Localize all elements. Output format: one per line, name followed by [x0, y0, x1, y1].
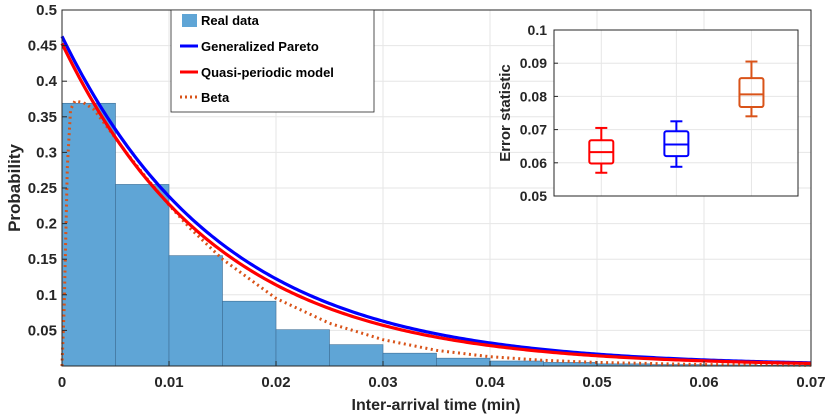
legend: Real data Generalized Pareto Quasi-perio…	[170, 9, 375, 113]
main-y-tick-label: 0.25	[28, 180, 57, 197]
box-beta	[738, 60, 765, 118]
legend-entry-quasi-periodic: Quasi-periodic model	[180, 65, 334, 80]
main-y-tick-label: 0.3	[36, 144, 57, 161]
inset-y-tick-label: 0.08	[520, 88, 547, 104]
histogram-bars	[61, 102, 812, 367]
legend-box	[170, 9, 375, 113]
main-x-tick-label: 0.05	[582, 374, 611, 391]
legend-label-real-data: Real data	[201, 13, 260, 28]
legend-swatch-real-data	[182, 14, 197, 27]
inset-boxplot: 0.05 0.06 0.07 0.08 0.09 0.1 Error statistic	[497, 22, 799, 204]
inset-axes-box	[553, 29, 799, 197]
main-y-tick-label: 0.15	[28, 251, 57, 268]
box-generalized-pareto	[663, 120, 690, 168]
main-y-tick-label: 0.5	[36, 2, 57, 19]
main-y-tick-label: 0.1	[36, 287, 57, 304]
main-y-ticks: 0.05 0.1 0.15 0.2 0.25 0.3 0.35 0.4 0.45 0.5	[28, 2, 67, 339]
main-y-tick-label: 0.2	[36, 216, 57, 233]
histogram-bar	[543, 362, 598, 367]
inset-y-axis-label: Error statistic	[497, 64, 514, 162]
inset-boxes	[588, 60, 765, 174]
legend-label-generalized-pareto: Generalized Pareto	[201, 39, 319, 54]
histogram-bar	[275, 329, 330, 367]
main-x-tick-label: 0	[58, 374, 66, 391]
fit-lines	[60, 35, 812, 367]
histogram-bar	[382, 352, 437, 367]
main-x-tick-label: 0.02	[261, 374, 290, 391]
main-x-tick-label: 0.06	[689, 374, 718, 391]
histogram-bar	[489, 360, 544, 367]
inset-y-tick-label: 0.07	[520, 122, 547, 138]
x-axis-label: Inter-arrival time (min)	[352, 397, 521, 414]
histogram-bar	[329, 344, 384, 367]
main-x-ticks: 0 0.01 0.02 0.03 0.04 0.05 0.06 0.07	[58, 361, 826, 391]
legend-entry-beta: Beta	[180, 90, 230, 105]
y-axis-label: Probability	[5, 144, 24, 232]
legend-entry-real-data: Real data	[182, 13, 260, 28]
main-y-tick-label: 0.45	[28, 38, 57, 55]
main-y-tick-label: 0.05	[28, 322, 57, 339]
box-quasi-periodic-model	[588, 126, 615, 174]
main-y-tick-label: 0.4	[36, 73, 58, 90]
inset-y-tick-label: 0.1	[528, 22, 548, 38]
histogram-bar	[222, 300, 277, 367]
legend-entry-generalized-pareto: Generalized Pareto	[180, 39, 319, 54]
main-x-tick-label: 0.04	[475, 374, 505, 391]
main-y-tick-label: 0.35	[28, 109, 57, 126]
inset-y-tick-label: 0.06	[520, 155, 547, 171]
box-iqr	[738, 77, 765, 109]
inset-y-tick-label: 0.05	[520, 188, 547, 204]
legend-label-beta: Beta	[201, 90, 230, 105]
main-x-tick-label: 0.03	[368, 374, 397, 391]
legend-label-quasi-periodic: Quasi-periodic model	[201, 65, 334, 80]
inset-y-tick-label: 0.09	[520, 55, 547, 71]
main-x-tick-label: 0.07	[796, 374, 825, 391]
inset-y-ticks: 0.05 0.06 0.07 0.08 0.09 0.1	[520, 22, 558, 204]
series-line-quasi-periodic-model	[60, 42, 812, 366]
histogram-bar	[436, 357, 491, 367]
histogram-bar	[115, 184, 170, 367]
histogram-bar	[61, 102, 116, 367]
main-x-tick-label: 0.01	[154, 374, 183, 391]
histogram-bar	[168, 255, 223, 367]
